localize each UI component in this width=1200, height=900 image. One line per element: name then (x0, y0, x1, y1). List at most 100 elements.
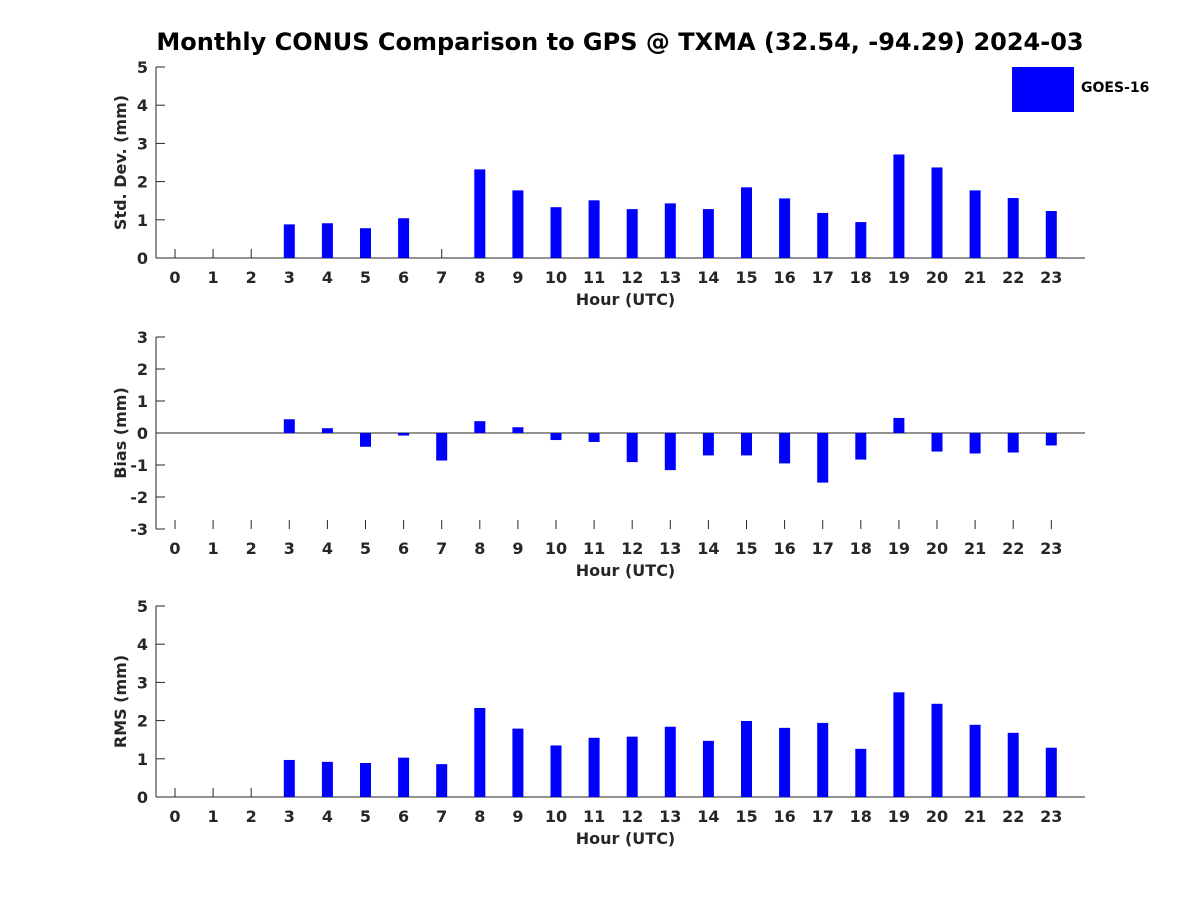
x-tick-label: 9 (512, 268, 523, 287)
bar-hour-23 (1045, 747, 1057, 797)
x-tick-label: 11 (583, 539, 605, 558)
bar-hour-18 (855, 748, 867, 797)
y-axis-label: Bias (mm) (111, 387, 130, 479)
bar-hour-4 (321, 428, 333, 433)
x-tick-label: 15 (735, 268, 757, 287)
bar-hour-6 (398, 433, 410, 436)
y-tick-label: -1 (130, 456, 148, 475)
x-tick-label: 22 (1002, 539, 1024, 558)
x-tick-label: 1 (208, 807, 219, 826)
x-tick-label: 15 (735, 807, 757, 826)
y-tick-label: 3 (137, 673, 148, 692)
bar-hour-5 (360, 228, 371, 258)
x-tick-label: 18 (850, 807, 872, 826)
x-tick-label: 23 (1040, 807, 1062, 826)
x-tick-label: 23 (1040, 268, 1062, 287)
bar-hour-17 (817, 433, 829, 483)
bar-hour-12 (626, 433, 638, 463)
bar-hour-14 (702, 740, 714, 797)
x-tick-label: 3 (284, 807, 295, 826)
x-tick-label: 10 (545, 268, 567, 287)
bar-hour-13 (664, 203, 676, 258)
x-tick-label: 22 (1002, 807, 1024, 826)
bar-hour-12 (626, 736, 638, 797)
bar-hour-17 (817, 722, 829, 797)
x-tick-label: 0 (169, 268, 180, 287)
bar-hour-8 (474, 707, 486, 797)
y-tick-label: -2 (130, 488, 148, 507)
bar-hour-7 (436, 433, 448, 461)
x-tick-label: 18 (850, 539, 872, 558)
bar-hour-14 (702, 433, 714, 456)
x-tick-label: 19 (888, 539, 910, 558)
x-tick-label: 21 (964, 268, 986, 287)
bar-hour-21 (969, 433, 981, 454)
bar-hour-19 (893, 692, 905, 797)
bar-hour-9 (512, 427, 524, 433)
chart-title: Monthly CONUS Comparison to GPS @ TXMA (… (156, 28, 1084, 56)
x-tick-label: 8 (474, 539, 485, 558)
x-tick-label: 14 (697, 807, 719, 826)
bar-hour-13 (664, 726, 676, 797)
x-tick-label: 16 (773, 268, 795, 287)
x-axis-label: Hour (UTC) (576, 561, 676, 580)
legend-swatch (1012, 67, 1074, 112)
y-tick-label: 0 (137, 424, 148, 443)
bar-hour-16 (779, 433, 791, 464)
y-tick-label: 3 (137, 134, 148, 153)
y-tick-label: 1 (137, 211, 148, 230)
x-tick-label: 17 (812, 268, 834, 287)
bar-hour-8 (474, 421, 486, 433)
x-tick-label: 19 (888, 268, 910, 287)
x-tick-label: 10 (545, 807, 567, 826)
x-tick-label: 22 (1002, 268, 1024, 287)
bar-hour-10 (550, 207, 562, 258)
x-tick-label: 1 (208, 268, 219, 287)
y-tick-label: 4 (137, 635, 148, 654)
bar-hour-10 (550, 433, 562, 441)
bar-hour-3 (283, 419, 295, 433)
x-tick-label: 13 (659, 268, 681, 287)
x-tick-label: 14 (697, 268, 719, 287)
bar-hour-5 (360, 433, 371, 447)
x-tick-label: 2 (246, 268, 257, 287)
y-tick-label: -3 (130, 520, 148, 539)
bar-hour-11 (588, 737, 600, 797)
bar-hour-3 (283, 224, 295, 258)
bar-hour-19 (893, 417, 905, 433)
x-axis-label: Hour (UTC) (576, 829, 676, 848)
x-tick-label: 20 (926, 268, 948, 287)
x-tick-label: 11 (583, 268, 605, 287)
y-tick-label: 4 (137, 96, 148, 115)
x-axis-label: Hour (UTC) (576, 290, 676, 309)
bar-hour-15 (741, 720, 752, 797)
x-tick-label: 2 (246, 807, 257, 826)
x-tick-label: 23 (1040, 539, 1062, 558)
x-tick-label: 3 (284, 268, 295, 287)
bar-hour-17 (817, 212, 829, 258)
bar-hour-8 (474, 169, 486, 258)
legend-label: GOES-16 (1081, 80, 1150, 96)
x-tick-label: 6 (398, 268, 409, 287)
x-tick-label: 14 (697, 539, 719, 558)
bar-hour-12 (626, 209, 638, 258)
x-tick-label: 12 (621, 807, 643, 826)
bar-hour-20 (931, 167, 943, 258)
bar-hour-4 (321, 223, 333, 258)
x-tick-label: 3 (284, 539, 295, 558)
y-tick-label: 0 (137, 788, 148, 807)
x-tick-label: 0 (169, 807, 180, 826)
bar-hour-6 (398, 757, 410, 797)
x-tick-label: 1 (208, 539, 219, 558)
x-tick-label: 4 (322, 268, 333, 287)
x-tick-label: 4 (322, 807, 333, 826)
bar-hour-11 (588, 433, 600, 442)
bar-hour-21 (969, 190, 981, 258)
x-tick-label: 20 (926, 539, 948, 558)
x-tick-label: 18 (850, 268, 872, 287)
bar-hour-11 (588, 200, 600, 258)
